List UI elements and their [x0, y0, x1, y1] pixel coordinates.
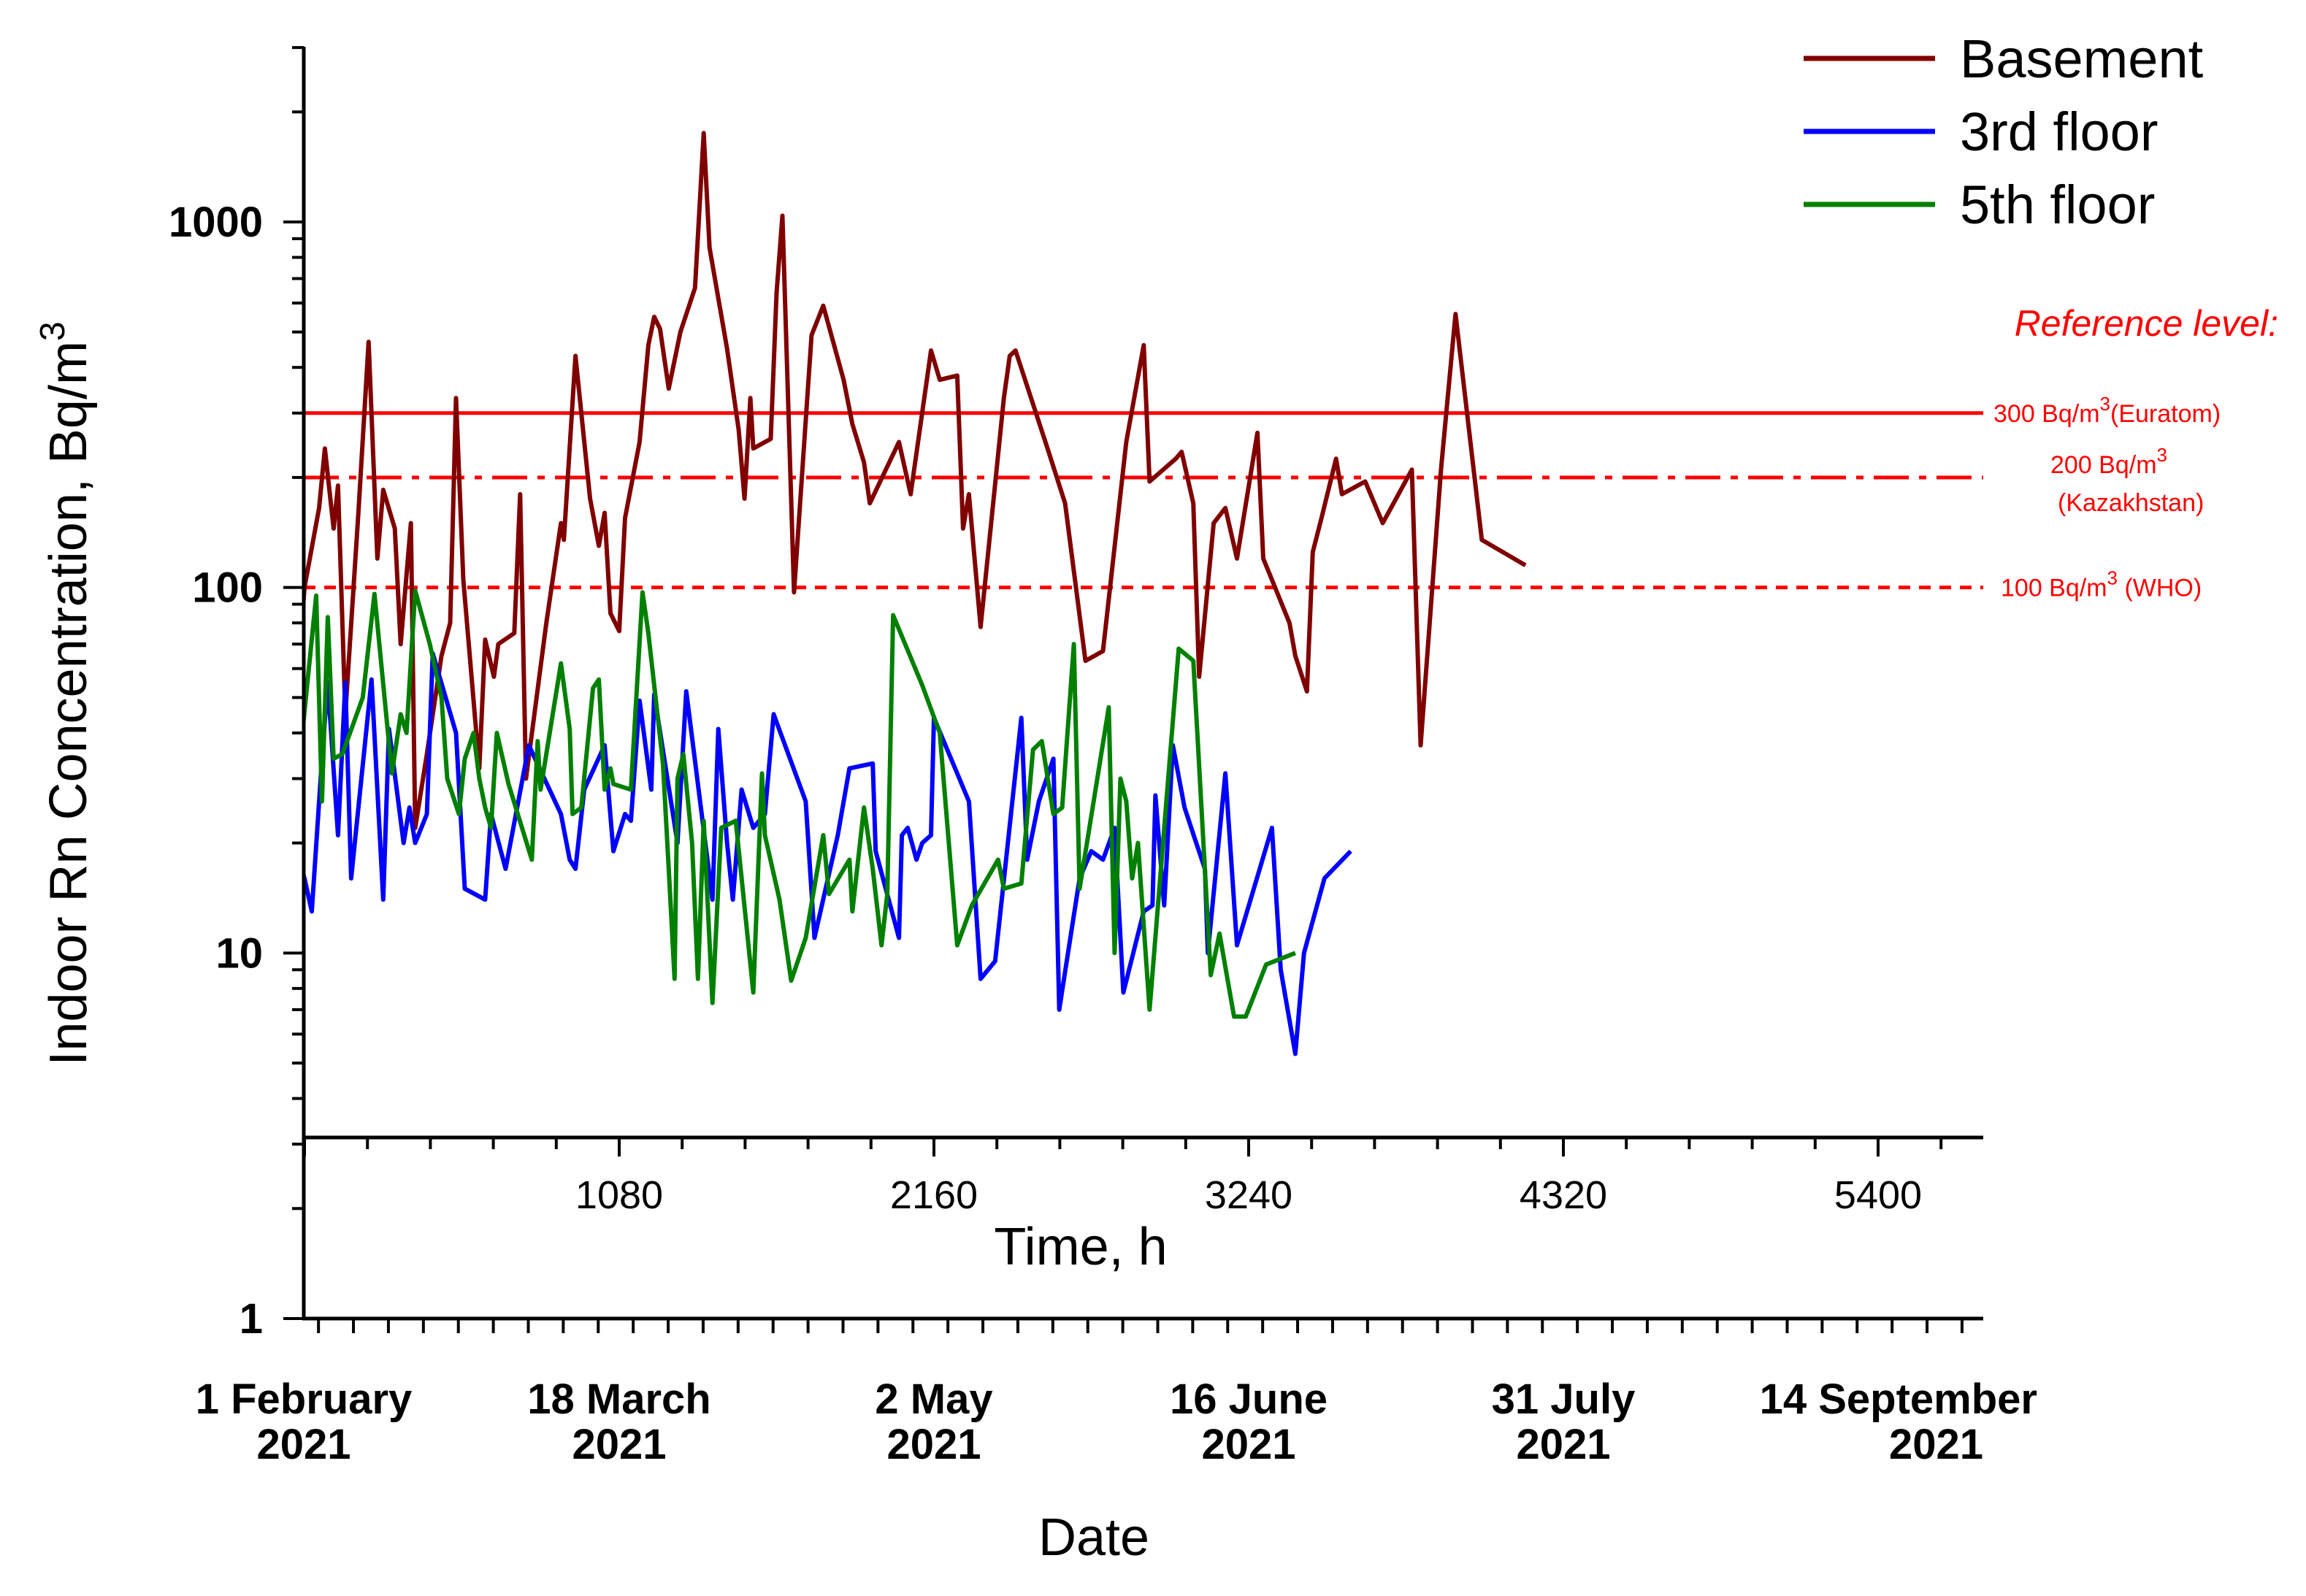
- date-tick-label-line1: 31 July: [1492, 1376, 1636, 1423]
- legend-label: 3rd floor: [1960, 101, 2158, 162]
- reference-label-line2: (Kazakhstan): [2058, 489, 2204, 517]
- series-line-basement: [304, 131, 1527, 830]
- legend: Basement 3rd floor 5th floor: [1804, 28, 2204, 235]
- date-tick-label-line2: 2021: [1201, 1421, 1295, 1468]
- x-tick-label: 3240: [1205, 1173, 1292, 1217]
- axes: [302, 47, 1983, 1321]
- date-tick-label-line1: 16 June: [1170, 1376, 1328, 1423]
- y-axis-title: Indoor Rn Concentration, Bq/m3: [34, 321, 98, 1065]
- date-tick-label-line1: 2 May: [875, 1376, 992, 1423]
- date-axis-title: Date: [1038, 1508, 1149, 1567]
- x-tick-label: 1080: [575, 1173, 663, 1217]
- reference-lines: [304, 411, 1983, 590]
- date-tick-label-line2: 2021: [1516, 1421, 1610, 1468]
- legend-label: 5th floor: [1960, 174, 2155, 235]
- date-tick-label-line1: 14 September: [1760, 1376, 2037, 1423]
- reference-label: 200 Bq/m3: [2050, 444, 2167, 479]
- date-tick-label-line2: 2021: [256, 1421, 351, 1468]
- reference-level-title: Reference level:: [2015, 303, 2278, 344]
- date-tick-label-line2: 2021: [1889, 1421, 1983, 1468]
- reference-labels: 300 Bq/m3(Euratom) 200 Bq/m3 (Kazakhstan) 1…: [1993, 393, 2221, 602]
- y-axis-ticks: 1 10 100 1000: [169, 46, 304, 1343]
- x-tick-label: 5400: [1834, 1173, 1922, 1217]
- y-tick-label: 10: [215, 929, 263, 977]
- date-tick-label-line1: 18 March: [527, 1376, 710, 1423]
- y-tick-label: 1: [240, 1295, 263, 1343]
- x-tick-label: 4320: [1520, 1173, 1607, 1217]
- y-tick-label: 100: [192, 564, 263, 612]
- date-tick-label-line2: 2021: [886, 1421, 981, 1468]
- reference-label: 300 Bq/m3(Euratom): [1993, 393, 2221, 428]
- x-axis-title: Time, h: [994, 1218, 1167, 1276]
- data-series: [304, 131, 1527, 1056]
- reference-label: 100 Bq/m3 (WHO): [2001, 567, 2202, 602]
- x-tick-label: 2160: [890, 1173, 978, 1217]
- y-tick-label: 1000: [169, 199, 263, 246]
- legend-label: Basement: [1960, 28, 2204, 89]
- series-line-5th-floor: [304, 588, 1297, 1019]
- x-axis-ticks: 1080 2160 3240 4320 5400: [303, 1137, 1943, 1217]
- date-tick-label-line2: 2021: [572, 1421, 666, 1468]
- date-tick-label-line1: 1 February: [196, 1376, 413, 1423]
